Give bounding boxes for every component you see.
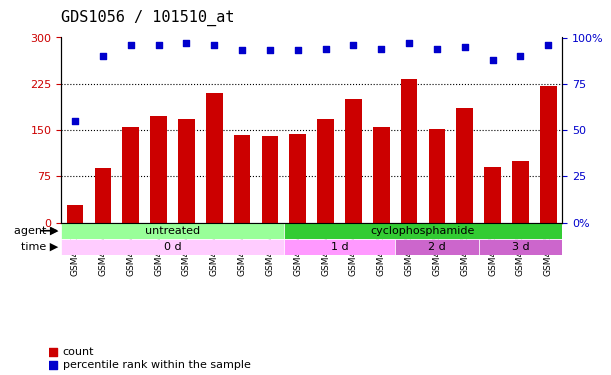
Point (49, 349, 59, 355)
Text: percentile rank within the sample: percentile rank within the sample (63, 360, 251, 370)
Text: 3 d: 3 d (511, 242, 529, 252)
Point (460, 44, 470, 50)
FancyBboxPatch shape (61, 239, 284, 255)
FancyBboxPatch shape (478, 239, 562, 255)
Text: time ▶: time ▶ (21, 242, 58, 252)
Text: 1 d: 1 d (331, 242, 348, 252)
Point (543, 42, 553, 48)
Bar (150, 117, 167, 223)
Point (376, 46, 386, 52)
Bar (373, 127, 390, 223)
Text: count: count (63, 346, 94, 357)
Point (49, 362, 59, 368)
FancyBboxPatch shape (395, 239, 478, 255)
Bar (512, 161, 529, 223)
Bar (95, 168, 111, 223)
Bar (401, 80, 417, 223)
FancyBboxPatch shape (284, 223, 562, 239)
Text: agent ▶: agent ▶ (13, 226, 58, 236)
Point (432, 46, 442, 52)
Bar (262, 136, 278, 223)
Bar (540, 86, 557, 223)
Point (516, 53, 525, 59)
Bar (428, 129, 445, 223)
Text: untreated: untreated (145, 226, 200, 236)
Point (237, 48, 247, 54)
Bar (290, 134, 306, 223)
FancyBboxPatch shape (284, 239, 395, 255)
Point (98, 53, 108, 59)
Bar (484, 167, 501, 223)
FancyBboxPatch shape (61, 223, 284, 239)
Point (265, 48, 275, 54)
Bar (345, 99, 362, 223)
Text: 2 d: 2 d (428, 242, 446, 252)
Bar (233, 135, 251, 223)
Bar (122, 127, 139, 223)
Text: 0 d: 0 d (164, 242, 181, 252)
Bar (206, 93, 222, 223)
Point (126, 42, 136, 48)
Bar (67, 206, 83, 223)
Point (181, 40, 191, 46)
Point (210, 42, 219, 48)
Text: cyclophosphamide: cyclophosphamide (371, 226, 475, 236)
Point (404, 40, 414, 46)
Point (70, 118, 80, 124)
Bar (178, 119, 195, 223)
Point (293, 48, 302, 54)
Bar (456, 108, 473, 223)
Point (348, 42, 358, 48)
Text: GDS1056 / 101510_at: GDS1056 / 101510_at (61, 10, 235, 26)
Point (153, 42, 163, 48)
Point (488, 57, 497, 63)
Point (321, 46, 331, 52)
Bar (317, 119, 334, 223)
